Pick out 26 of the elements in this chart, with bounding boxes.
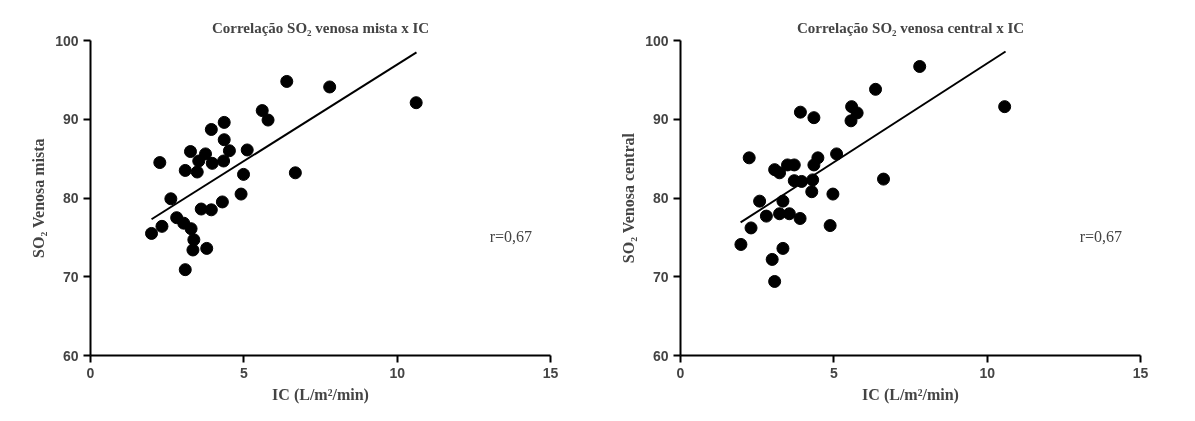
y-tick-label: 90: [652, 111, 669, 128]
y-tick-label: 80: [62, 190, 79, 206]
y-axis-title: SO₂ Venosa central: [620, 132, 638, 264]
y-tick-label: 60: [652, 347, 669, 364]
y-tick-label: 80: [652, 190, 669, 206]
annotation: r=0,67: [489, 228, 533, 246]
chart-title: Correlação SO₂ venosa mista x IC: [211, 19, 430, 36]
x-tick-label: 15: [542, 364, 559, 381]
annotation: r=0,67: [1079, 228, 1123, 246]
y-tick-label: 100: [645, 32, 669, 49]
x-tick-label: 10: [389, 364, 406, 381]
x-axis-title: IC (L/m²/min): [272, 385, 369, 404]
y-tick-label: 60: [62, 347, 79, 364]
x-tick-label: 5: [829, 364, 838, 381]
y-axis-title: SO₂ Venosa mista: [30, 138, 48, 258]
x-tick-label: 0: [676, 364, 685, 381]
x-axis-title: IC (L/m²/min): [862, 385, 959, 404]
chart-title: Correlação SO₂ venosa central x IC: [796, 19, 1025, 36]
y-tick-label: 100: [55, 32, 79, 49]
x-tick-label: 5: [239, 364, 248, 381]
x-tick-label: 10: [979, 364, 996, 381]
y-tick-label: 70: [62, 268, 79, 285]
x-tick-label: 0: [86, 364, 95, 381]
y-tick-label: 90: [62, 111, 79, 128]
y-tick-label: 70: [652, 268, 669, 285]
x-tick-label: 15: [1132, 364, 1149, 381]
